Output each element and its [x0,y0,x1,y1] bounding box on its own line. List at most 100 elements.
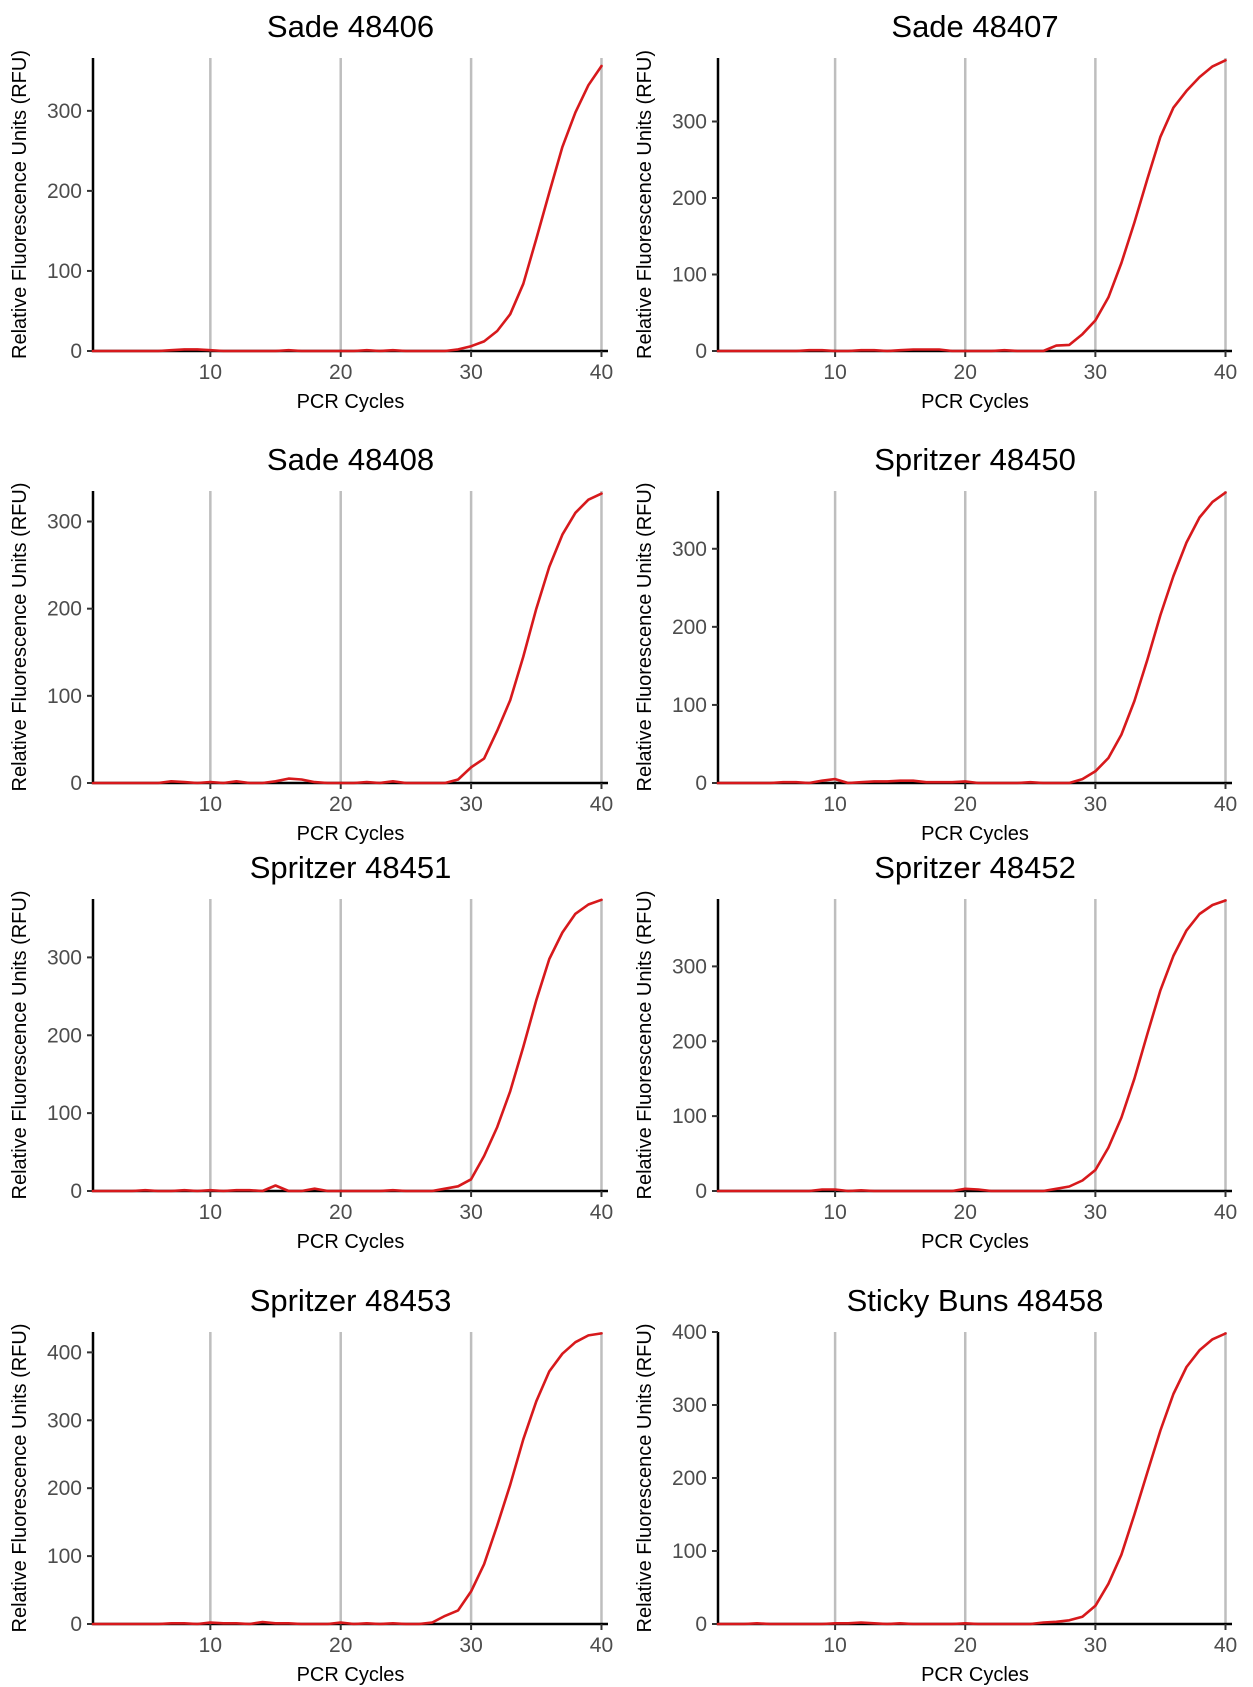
x-axis-title: PCR Cycles [297,1664,405,1686]
y-tick-label: 200 [47,1024,82,1047]
amplification-curve [91,64,603,353]
y-tick-label: 300 [47,100,82,123]
amplification-curve [91,1332,603,1626]
y-tick-label: 0 [695,772,707,795]
x-tick-label: 30 [459,361,482,384]
x-tick-label: 40 [590,793,613,816]
x-axis-title: PCR Cycles [921,1664,1029,1686]
x-axis-title: PCR Cycles [297,1231,405,1253]
x-axis-title: PCR Cycles [921,823,1029,845]
x-tick-label: 10 [199,361,222,384]
panel-title: Sticky Buns 48458 [847,1283,1104,1318]
axis-lines [716,1332,1232,1626]
y-tick-label: 0 [70,340,82,363]
y-axis-title: Relative Fluorescence Units (RFU) [9,891,31,1200]
y-tick-label: 100 [672,1105,707,1128]
x-tick-label: 20 [954,1634,977,1657]
axis-lines [91,899,608,1193]
y-tick-label: 300 [47,511,82,534]
x-axis-title: PCR Cycles [297,823,405,845]
x-tick-label: 10 [199,1634,222,1657]
chart-panel-5: 10 20 30 40 0 100 200 300 Spritzer 48451 PCR Cycl… [9,850,613,1253]
panel-title: Spritzer 48453 [250,1283,452,1318]
y-tick-label: 200 [47,180,82,203]
y-axis-title: Relative Fluorescence Units (RFU) [9,50,31,359]
x-tick-label: 10 [823,793,846,816]
y-tick-label: 100 [47,685,82,708]
y-axis-title: Relative Fluorescence Units (RFU) [634,483,656,792]
y-tick-label: 200 [672,187,707,210]
y-tick-label: 300 [47,946,82,969]
y-tick-label: 0 [695,340,707,363]
chart-panel-1: 10 20 30 40 0 100 200 300 Sade 48406 PCR Cycles Re… [9,9,613,413]
x-tick-label: 30 [1084,1201,1107,1224]
x-tick-label: 30 [459,793,482,816]
y-tick-label: 300 [672,955,707,978]
x-tick-label: 40 [1214,793,1237,816]
axis-lines [91,58,608,353]
x-tick-label: 30 [459,1634,482,1657]
y-tick-label: 200 [672,616,707,639]
y-tick-label: 300 [672,110,707,133]
x-tick-label: 30 [1084,361,1107,384]
y-tick-label: 300 [672,1394,707,1417]
y-axis-title: Relative Fluorescence Units (RFU) [634,891,656,1200]
amplification-curve [716,491,1227,785]
y-axis-title: Relative Fluorescence Units (RFU) [9,1324,31,1633]
x-tick-label: 20 [329,361,352,384]
y-axis-title: Relative Fluorescence Units (RFU) [634,50,656,359]
y-tick-label: 0 [70,772,82,795]
x-tick-label: 40 [590,1201,613,1224]
axis-lines [91,491,608,785]
y-tick-label: 100 [672,1540,707,1563]
chart-panel-6: 10 20 30 40 0 100 200 300 Spritzer 48452 PCR Cycl… [634,850,1237,1253]
x-axis-title: PCR Cycles [921,1231,1029,1253]
x-tick-label: 10 [199,1201,222,1224]
x-tick-label: 40 [590,1634,613,1657]
x-axis-title: PCR Cycles [297,391,405,413]
y-tick-label: 0 [695,1613,707,1636]
x-tick-label: 40 [1214,1201,1237,1224]
y-axis-title: Relative Fluorescence Units (RFU) [634,1324,656,1633]
panel-title: Sade 48406 [267,9,434,44]
amplification-curve [91,492,603,785]
y-tick-label: 400 [672,1321,707,1344]
axis-lines [716,899,1232,1193]
y-axis-title: Relative Fluorescence Units (RFU) [9,483,31,792]
y-tick-label: 200 [672,1467,707,1490]
amplification-curve [716,1332,1227,1626]
x-tick-label: 20 [329,1634,352,1657]
x-tick-label: 10 [823,1201,846,1224]
amplification-curve [91,898,603,1193]
y-tick-label: 100 [672,694,707,717]
chart-panel-3: 10 20 30 40 0 100 200 300 Sade 48408 PCR Cycles Re… [9,442,613,845]
panel-title: Sade 48407 [891,9,1058,44]
y-tick-label: 0 [695,1180,707,1203]
x-tick-label: 20 [329,1201,352,1224]
y-tick-label: 0 [70,1180,82,1203]
x-tick-label: 30 [1084,793,1107,816]
x-tick-label: 40 [1214,1634,1237,1657]
panel-title: Spritzer 48450 [874,442,1076,477]
y-tick-label: 200 [47,1477,82,1500]
axis-lines [91,1332,608,1626]
y-tick-label: 300 [672,538,707,561]
x-tick-label: 20 [329,793,352,816]
amplification-curve [716,899,1227,1193]
x-tick-label: 30 [459,1201,482,1224]
panel-title: Spritzer 48452 [874,850,1076,885]
x-tick-label: 20 [954,1201,977,1224]
amplification-curve [716,58,1227,353]
axis-lines [716,58,1232,353]
chart-panel-2: 10 20 30 40 0 100 200 300 Sade 48407 PCR Cycles Re… [634,9,1237,413]
panel-title: Spritzer 48451 [250,850,452,885]
x-axis-title: PCR Cycles [921,391,1029,413]
x-tick-label: 10 [823,1634,846,1657]
y-tick-label: 300 [47,1409,82,1432]
x-tick-label: 40 [590,361,613,384]
x-tick-label: 10 [823,361,846,384]
y-tick-label: 100 [47,260,82,283]
